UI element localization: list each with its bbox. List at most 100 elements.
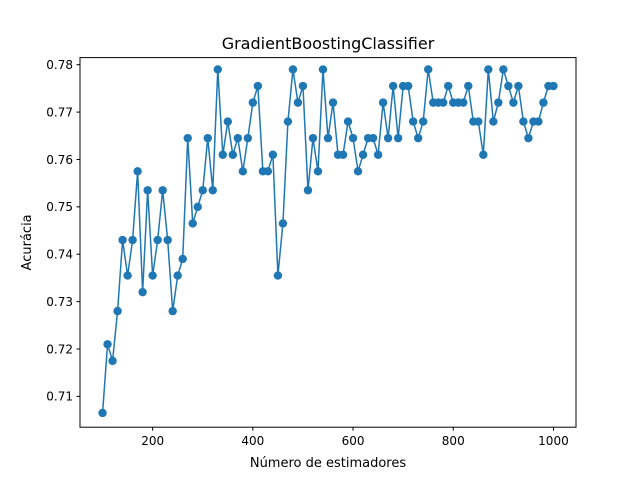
data-point: [373, 150, 383, 159]
data-point: [173, 271, 182, 280]
data-point: [388, 81, 398, 91]
data-point: [353, 167, 363, 176]
x-tick-label: 1000: [538, 434, 569, 448]
data-point: [328, 98, 338, 107]
data-point: [338, 150, 348, 159]
y-tick-label: 0.71: [46, 390, 73, 404]
data-point: [208, 186, 217, 195]
data-point: [128, 235, 137, 245]
data-point: [293, 98, 303, 107]
data-point: [403, 81, 413, 91]
data-point: [509, 98, 518, 107]
data-point: [238, 167, 248, 176]
data-point: [168, 306, 177, 316]
data-point: [308, 133, 318, 143]
data-point: [499, 65, 508, 74]
x-axis-ticks: 200 400 600 800 1000: [141, 427, 569, 448]
data-point: [444, 81, 453, 91]
data-point: [203, 133, 212, 143]
x-tick-label: 800: [442, 434, 465, 448]
data-point: [489, 117, 498, 126]
data-point: [248, 98, 258, 107]
y-tick-label: 0.72: [46, 342, 73, 356]
data-point: [138, 287, 147, 297]
data-point: [383, 133, 393, 143]
data-point: [193, 202, 202, 212]
data-point: [183, 133, 192, 143]
data-point: [133, 167, 142, 176]
data-point: [343, 117, 353, 126]
data-point: [263, 167, 273, 176]
data-point: [288, 65, 298, 74]
data-point: [223, 117, 232, 126]
data-point: [368, 133, 378, 143]
data-point: [213, 65, 222, 74]
y-tick-label: 0.73: [46, 295, 73, 309]
data-point: [243, 133, 253, 143]
data-point: [479, 150, 488, 159]
y-axis-ticks: 0.71 0.72 0.73 0.74 0.75 0.76 0.77 0.78: [46, 58, 80, 404]
data-point: [539, 98, 548, 107]
data-point: [484, 65, 493, 74]
y-tick-label: 0.74: [46, 248, 73, 262]
data-point: [358, 150, 368, 159]
data-point: [348, 133, 358, 143]
data-point: [98, 408, 107, 418]
data-point: [534, 117, 543, 126]
data-point: [148, 271, 157, 280]
data-point: [313, 167, 323, 176]
data-point: [163, 235, 172, 245]
y-tick-label: 0.78: [46, 58, 73, 72]
axes-frame: [79, 57, 577, 428]
data-point: [198, 186, 207, 195]
data-point: [424, 65, 433, 74]
data-point: [318, 65, 328, 74]
data-point: [228, 150, 238, 159]
data-point: [178, 254, 187, 264]
data-point: [283, 117, 293, 126]
chart-title: GradientBoostingClassifier: [222, 34, 435, 53]
data-point: [278, 219, 288, 228]
data-point: [143, 186, 152, 195]
y-tick-label: 0.76: [46, 153, 73, 167]
x-tick-label: 600: [342, 434, 365, 448]
data-point: [303, 186, 313, 195]
data-point: [504, 81, 513, 91]
x-tick-label: 400: [241, 434, 264, 448]
y-tick-label: 0.77: [46, 105, 73, 119]
data-point: [113, 306, 122, 316]
data-point: [549, 81, 558, 91]
plot-area: [98, 65, 558, 418]
data-point: [123, 271, 132, 280]
data-point: [439, 98, 448, 107]
data-point: [118, 235, 127, 245]
data-point: [378, 98, 388, 107]
y-axis-label: Acurácia: [20, 214, 35, 270]
data-point: [323, 133, 333, 143]
data-point: [158, 186, 167, 195]
x-axis-label: Número de estimadores: [250, 456, 407, 471]
data-point: [519, 117, 528, 126]
data-point: [524, 133, 533, 143]
data-point: [218, 150, 227, 159]
data-point: [108, 356, 117, 366]
data-point: [418, 117, 428, 126]
data-point: [474, 117, 483, 126]
data-point: [268, 150, 278, 159]
x-tick-label: 200: [141, 434, 164, 448]
data-point: [103, 340, 112, 349]
data-point: [233, 133, 243, 143]
data-point: [514, 81, 523, 91]
data-point: [273, 271, 283, 280]
data-point: [393, 133, 403, 143]
data-point: [253, 81, 263, 91]
data-point: [153, 235, 162, 245]
data-point: [413, 133, 423, 143]
data-point: [408, 117, 418, 126]
y-tick-label: 0.75: [46, 200, 73, 214]
data-point: [459, 98, 468, 107]
data-point: [494, 98, 503, 107]
